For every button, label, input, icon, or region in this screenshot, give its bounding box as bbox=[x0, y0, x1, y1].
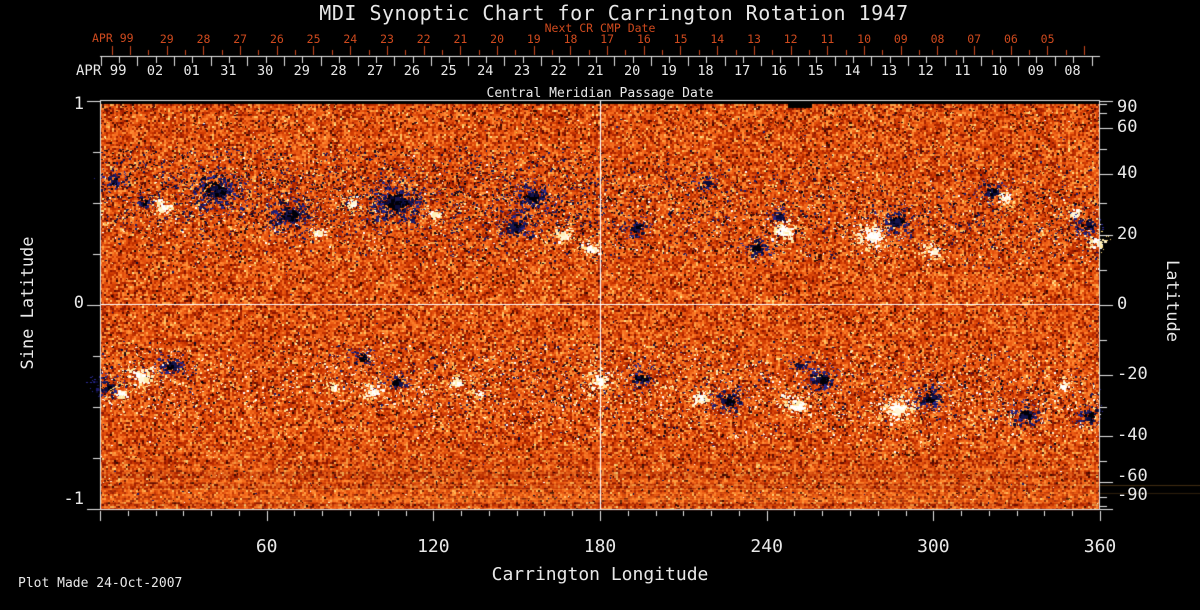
cmp-day-label: 17 bbox=[734, 63, 751, 79]
next-cr-day-label: 05 bbox=[1040, 32, 1055, 46]
cmp-day-label: 15 bbox=[807, 63, 824, 79]
lat-tick-label: -20 bbox=[1117, 363, 1148, 384]
cmp-day-label: 16 bbox=[770, 63, 788, 79]
x-tick-label: 240 bbox=[750, 536, 783, 557]
next-cr-day-label: 06 bbox=[1003, 32, 1018, 46]
x-tick-label: 360 bbox=[1083, 536, 1117, 557]
lat-tick-label: -90 bbox=[1117, 485, 1148, 505]
x-tick-label: 180 bbox=[583, 536, 617, 557]
next-cr-month-label: APR 99 bbox=[92, 31, 134, 45]
lat-tick-label: 90 bbox=[1117, 97, 1138, 117]
next-cr-day-label: 22 bbox=[416, 32, 431, 46]
lat-tick-label: 40 bbox=[1117, 162, 1138, 183]
lat-tick-label: 20 bbox=[1117, 224, 1138, 245]
cmp-day-label: 26 bbox=[403, 63, 421, 79]
next-cr-day-label: 24 bbox=[343, 32, 358, 46]
cmp-day-label: 27 bbox=[367, 63, 384, 79]
cmp-day-label: 01 bbox=[183, 63, 200, 79]
cmp-day-label: 31 bbox=[220, 63, 237, 79]
next-cr-day-label: 26 bbox=[269, 32, 284, 46]
cmp-axis-title: Central Meridian Passage Date bbox=[486, 86, 714, 101]
sine-latitude-axis-label: Sine Latitude bbox=[18, 236, 38, 370]
cmp-day-label: 21 bbox=[587, 63, 604, 79]
next-cr-day-label: 09 bbox=[893, 32, 908, 46]
cmp-day-label: 20 bbox=[623, 63, 641, 79]
chart-title: MDI Synoptic Chart for Carrington Rotati… bbox=[319, 1, 909, 25]
x-tick-label: 60 bbox=[255, 536, 278, 557]
next-cr-day-label: 21 bbox=[453, 32, 468, 46]
next-cr-day-label: 07 bbox=[967, 32, 982, 46]
cmp-day-label: 22 bbox=[550, 63, 567, 79]
cmp-day-label: 24 bbox=[477, 63, 494, 79]
cmp-day-label: 02 bbox=[146, 63, 164, 79]
next-cr-day-label: 13 bbox=[747, 32, 761, 46]
x-tick-label: 120 bbox=[417, 536, 450, 557]
lat-tick-label: -60 bbox=[1117, 465, 1148, 486]
latitude-axis-label: Latitude bbox=[1162, 260, 1182, 342]
next-cr-day-label: 19 bbox=[526, 32, 541, 46]
cmp-day-label: 11 bbox=[954, 63, 971, 79]
carrington-longitude-axis-label: Carrington Longitude bbox=[491, 564, 709, 585]
plot-made-label: Plot Made 24-Oct-2007 bbox=[18, 576, 183, 591]
next-cr-day-label: 25 bbox=[306, 32, 321, 46]
cmp-day-label: 12 bbox=[917, 63, 934, 79]
sine-lat-tick-label: 0 bbox=[73, 293, 84, 313]
next-cr-day-label: 10 bbox=[857, 32, 872, 46]
cmp-day-label: 30 bbox=[256, 63, 274, 79]
next-cr-day-label: 11 bbox=[820, 32, 835, 46]
next-cr-day-label: 23 bbox=[380, 32, 394, 46]
next-cr-day-label: 20 bbox=[490, 32, 505, 46]
cmp-day-label: 23 bbox=[513, 63, 531, 79]
next-cr-day-label: 08 bbox=[930, 32, 945, 46]
cmp-day-label: 14 bbox=[844, 63, 861, 79]
next-cr-day-label: 15 bbox=[673, 32, 688, 46]
lat-tick-label: 60 bbox=[1117, 117, 1138, 138]
next-cr-day-label: 14 bbox=[710, 32, 725, 46]
next-cr-day-label: 16 bbox=[636, 32, 651, 46]
next-cr-day-label: 28 bbox=[196, 32, 211, 46]
cmp-month-label: APR 99 bbox=[76, 63, 127, 79]
next-cr-day-label: 29 bbox=[159, 32, 174, 46]
next-cr-axis-title: Next CR CMP Date bbox=[544, 21, 656, 35]
cmp-day-label: 28 bbox=[330, 63, 347, 79]
cmp-day-label: 25 bbox=[440, 63, 457, 79]
cmp-day-label: 19 bbox=[660, 63, 677, 79]
next-cr-day-label: 17 bbox=[600, 32, 615, 46]
sine-lat-tick-label: 1 bbox=[73, 94, 84, 114]
cmp-day-label: 10 bbox=[990, 63, 1008, 79]
cmp-day-label: 18 bbox=[697, 63, 714, 79]
cmp-day-label: 13 bbox=[880, 63, 898, 79]
lat-tick-label: -40 bbox=[1117, 425, 1148, 446]
cmp-day-label: 29 bbox=[293, 63, 310, 79]
cmp-day-label: 09 bbox=[1027, 63, 1044, 79]
next-cr-day-label: 27 bbox=[233, 32, 248, 46]
next-cr-day-label: 12 bbox=[783, 32, 798, 46]
next-cr-day-label: 18 bbox=[563, 32, 578, 46]
sine-lat-tick-label: -1 bbox=[63, 489, 84, 509]
lat-tick-label: 0 bbox=[1117, 294, 1128, 314]
x-tick-label: 300 bbox=[917, 536, 950, 557]
cmp-day-label: 08 bbox=[1064, 63, 1081, 79]
